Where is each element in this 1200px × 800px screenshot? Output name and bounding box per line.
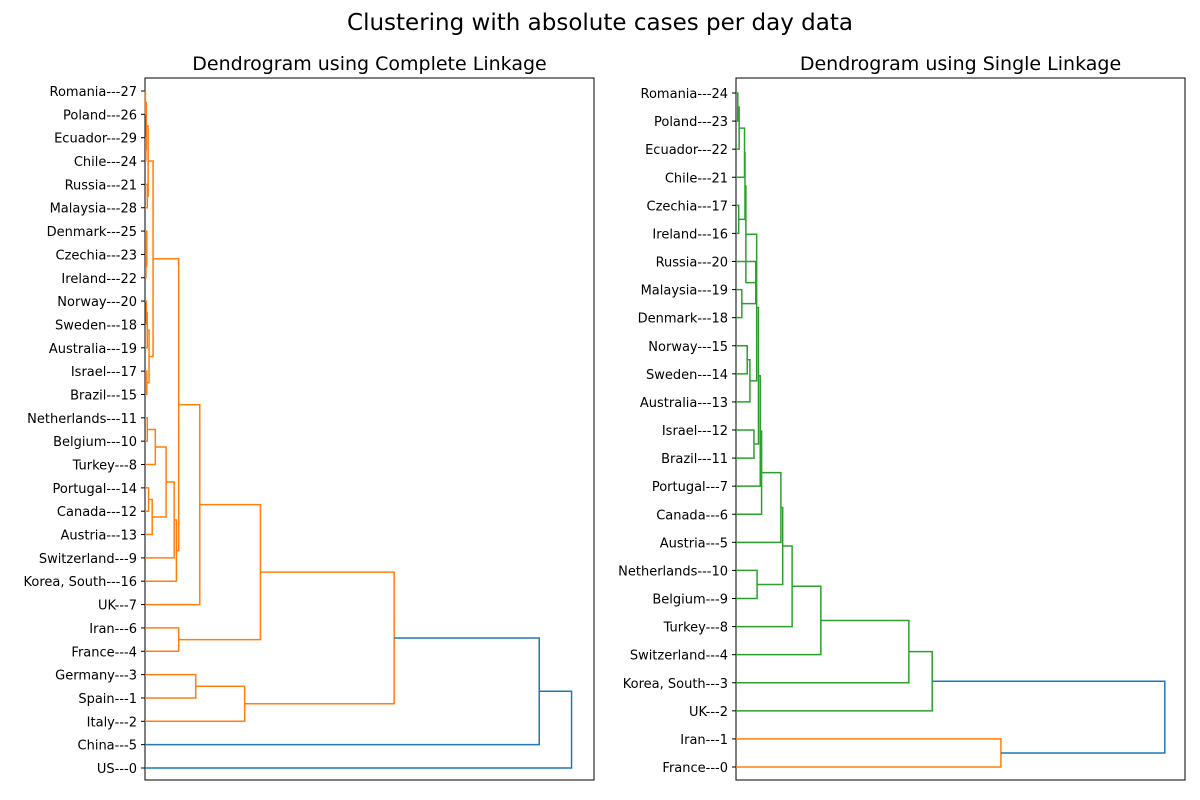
- axes-frame: [144, 77, 595, 781]
- leaf-label: Portugal---7: [652, 480, 728, 495]
- leaf-label: Belgium---9: [652, 593, 728, 608]
- dendrogram-link: [736, 288, 743, 319]
- leaf-label: Malaysia---28: [50, 202, 137, 217]
- leaf-label: Brazil---11: [661, 452, 728, 467]
- leaf-label: Korea, South---3: [623, 677, 728, 692]
- dendrogram-link: [145, 230, 148, 267]
- leaf-label: Israel---12: [662, 424, 728, 439]
- dendrogram-link: [736, 471, 782, 544]
- leaf-label: Russia---21: [65, 178, 137, 193]
- dendrogram-link: [736, 127, 746, 178]
- leaf-label: Spain---1: [78, 692, 137, 707]
- leaf-label: Ireland---22: [61, 272, 137, 287]
- leaf-label: France---0: [662, 761, 728, 776]
- dendrogram-link: [736, 585, 822, 656]
- leaf-label: Norway---20: [57, 295, 137, 310]
- leaf-label: Poland---23: [654, 115, 728, 130]
- leaf-label: Austria---5: [660, 536, 728, 551]
- dendrogram-panel-2: Dendrogram using Single Linkage France---…: [618, 53, 1186, 781]
- leaf-label: Russia---20: [656, 256, 728, 271]
- leaf-label: Brazil---15: [70, 388, 137, 403]
- dendrogram-link: [145, 685, 246, 723]
- axes-title: Dendrogram using Complete Linkage: [192, 53, 546, 75]
- leaf-label: Iran---6: [89, 622, 137, 637]
- dendrogram-link: [736, 375, 761, 487]
- dendrogram-link: [244, 571, 395, 705]
- leaf-label: Netherlands---11: [27, 412, 137, 427]
- leaf-label: Australia---13: [640, 396, 728, 411]
- dendrogram-link: [145, 627, 180, 653]
- leaf-label: Romania---27: [50, 85, 137, 100]
- dendrogram-link: [736, 619, 910, 684]
- dendrogram-link: [736, 545, 793, 628]
- leaf-label: Denmark---25: [47, 225, 137, 240]
- leaf-label: Canada---12: [57, 505, 137, 520]
- axes-title: Dendrogram using Single Linkage: [800, 53, 1121, 75]
- leaf-label: Portugal---14: [53, 482, 137, 497]
- leaf-label: Korea, South---16: [23, 575, 137, 590]
- leaf-label: Chile---21: [665, 171, 728, 186]
- dendrogram-link: [152, 446, 167, 518]
- dendrogram-link: [145, 690, 573, 769]
- leaf-label: Chile---24: [74, 155, 137, 170]
- dendrogram-link: [145, 403, 201, 606]
- leaf-label: France---4: [71, 645, 137, 660]
- leaf-label: Belgium---10: [53, 435, 137, 450]
- leaf-label: Ecuador---22: [645, 143, 728, 158]
- axes-frame: [735, 77, 1186, 781]
- leaf-label: Malaysia---19: [641, 284, 728, 299]
- leaf-label: Turkey---8: [663, 621, 728, 636]
- dendrogram-link: [757, 506, 784, 586]
- leaf-label: Iran---1: [680, 733, 728, 748]
- leaf-label: Poland---26: [63, 108, 137, 123]
- leaf-label: Denmark---18: [638, 312, 728, 327]
- leaf-label: UK---7: [98, 599, 137, 614]
- leaf-label: Switzerland---4: [630, 649, 728, 664]
- dendrogram-link: [145, 673, 197, 699]
- leaf-label: China---5: [78, 739, 137, 754]
- leaf-label: US---0: [97, 762, 137, 777]
- dendrogram-link: [736, 429, 755, 459]
- leaf-label: Germany---3: [55, 669, 137, 684]
- dendrogram-link: [932, 680, 1166, 754]
- leaf-label: Austria---13: [60, 529, 137, 544]
- dendrogram-link: [736, 569, 758, 600]
- leaf-label: Czechia---23: [56, 248, 137, 263]
- leaf-label: Sweden---14: [646, 368, 728, 383]
- leaf-label: Canada---6: [656, 508, 728, 523]
- leaf-label: UK---2: [689, 705, 728, 720]
- dendrogram-link: [736, 738, 1002, 768]
- dendrogram-link: [145, 637, 540, 746]
- leaf-label: Ireland---16: [652, 227, 728, 242]
- dendrogram-link: [145, 487, 150, 512]
- leaf-label: Norway---15: [648, 340, 728, 355]
- leaf-label: Czechia---17: [647, 199, 728, 214]
- leaf-label: Switzerland---9: [39, 552, 137, 567]
- dendrogram-link: [736, 650, 933, 712]
- dendrogram-link: [145, 519, 178, 582]
- dendrogram-link: [145, 481, 175, 559]
- dendrogram-link: [178, 503, 262, 641]
- figure-title: Clustering with absolute cases per day d…: [347, 10, 853, 36]
- leaf-label: Romania---24: [641, 87, 728, 102]
- leaf-label: Australia---19: [49, 342, 137, 357]
- dendrogram-link: [736, 345, 748, 375]
- leaf-label: Ecuador---29: [54, 132, 137, 147]
- leaf-label: Turkey---8: [72, 459, 137, 474]
- leaf-label: Sweden---18: [55, 318, 137, 333]
- dendrogram-panel-1: Dendrogram using Complete Linkage US---0 C…: [23, 53, 595, 781]
- leaf-label: Israel---17: [71, 365, 137, 380]
- leaf-label: Netherlands---10: [618, 564, 728, 579]
- leaf-label: Italy---2: [87, 715, 137, 730]
